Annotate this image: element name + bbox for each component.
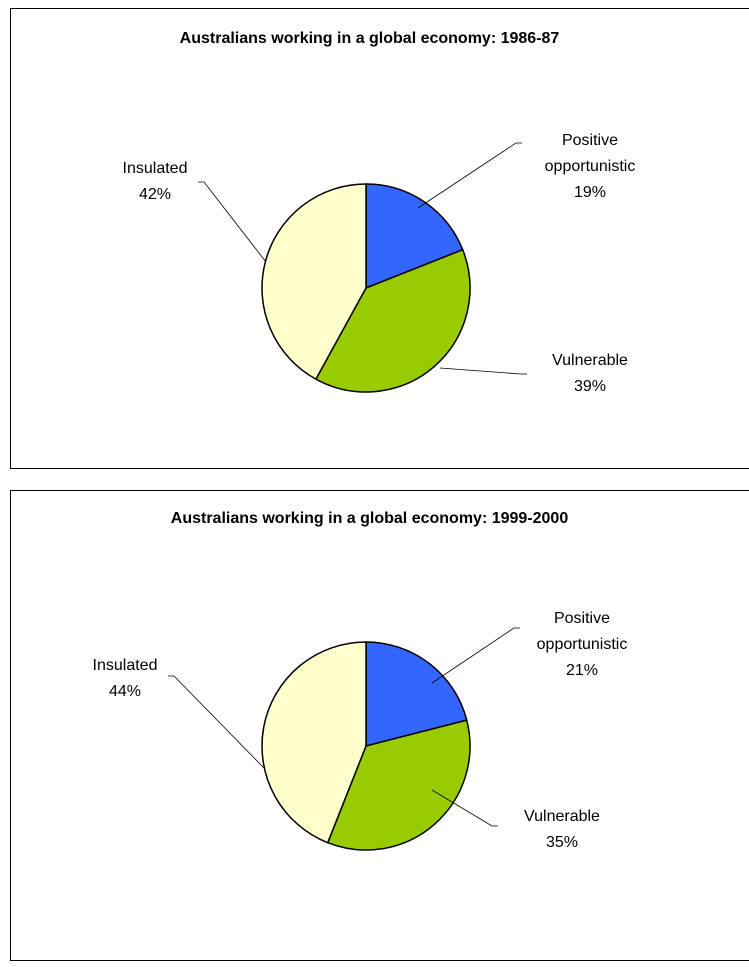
leader-line — [198, 181, 267, 263]
pie-slice — [365, 183, 464, 290]
leader-line — [431, 789, 498, 827]
value-label: 39% — [573, 378, 607, 395]
slice-label: Insulated — [92, 657, 158, 674]
leader-line — [168, 675, 265, 769]
leader-line — [431, 627, 520, 684]
slice-label: Positive opportunistic — [544, 132, 636, 175]
value-label: 21% — [565, 662, 599, 679]
value-label: 19% — [573, 184, 607, 201]
pie-slice — [314, 248, 471, 393]
pie-slice — [261, 183, 367, 381]
slice-label: Positive opportunistic — [536, 610, 628, 653]
slice-label: Vulnerable — [552, 352, 628, 369]
slice-label: Insulated — [122, 160, 188, 177]
chart-title: Australians working in a global economy:… — [179, 30, 560, 47]
value-label: 35% — [545, 834, 579, 851]
pie-slice — [365, 641, 468, 747]
slice-label: Vulnerable — [524, 808, 600, 825]
leader-line — [439, 367, 527, 375]
pie-slice — [261, 641, 367, 844]
value-label: 44% — [108, 683, 142, 700]
leader-line — [417, 142, 522, 209]
pie-slice — [326, 719, 471, 851]
chart-title: Australians working in a global economy:… — [170, 510, 569, 527]
value-label: 42% — [138, 186, 172, 203]
